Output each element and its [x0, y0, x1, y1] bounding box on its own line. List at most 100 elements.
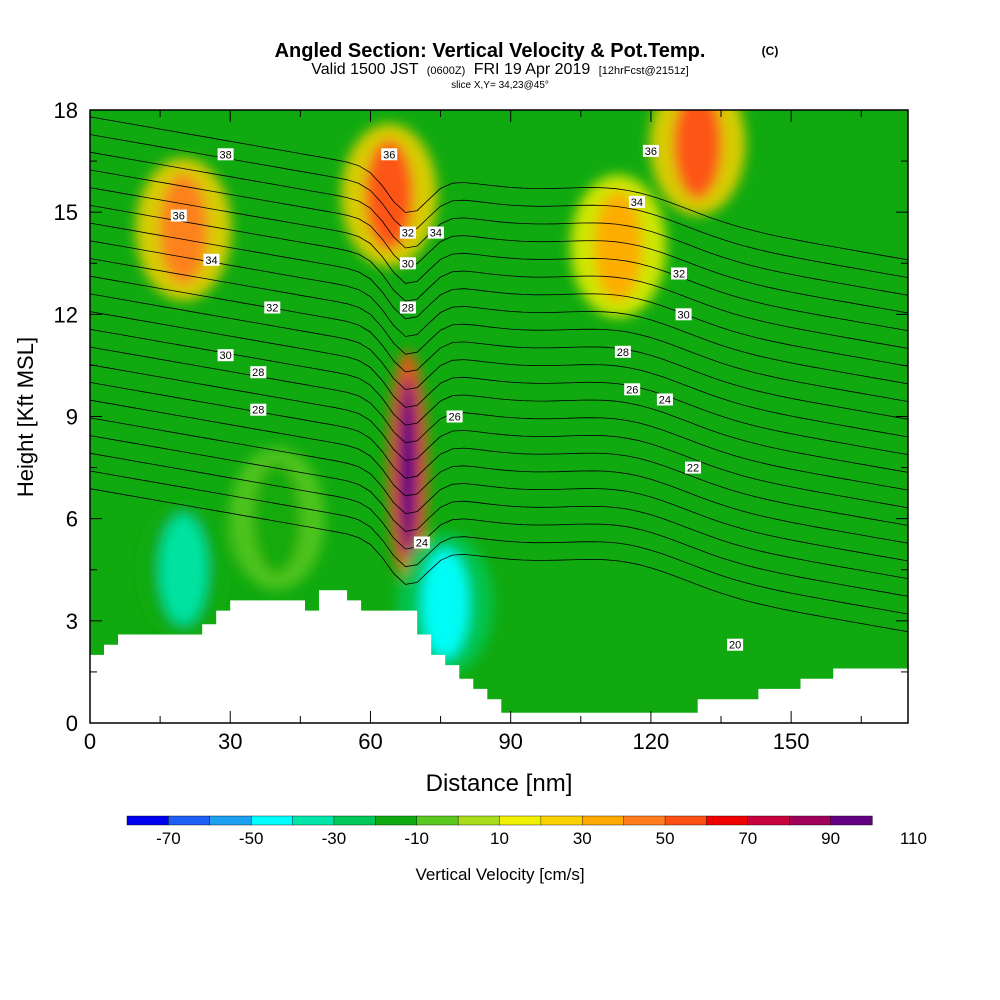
- colorbar-tick-label: 50: [656, 829, 675, 848]
- colorbar-tick-label: -30: [322, 829, 347, 848]
- isentrope-line: [90, 399, 908, 544]
- isentrope-label-text: 22: [687, 463, 699, 475]
- isentrope-label-box: [446, 410, 463, 423]
- colorbar-swatch: [623, 815, 666, 826]
- isentrope-line: [90, 116, 908, 261]
- y-tick-label: 12: [54, 302, 78, 327]
- isentrope-label: 26: [446, 410, 463, 424]
- colorbar-swatch: [333, 815, 376, 826]
- isentrope-label-text: 28: [252, 367, 264, 379]
- colorbar-swatch: [292, 815, 335, 826]
- isentrope-label: 30: [399, 257, 416, 270]
- isentrope-line: [90, 435, 908, 579]
- isentrope-label-box: [727, 638, 744, 651]
- colorbar-swatch: [457, 815, 501, 826]
- isentrope-label-box: [427, 226, 444, 239]
- isentrope-label-text: 30: [402, 258, 414, 270]
- colorbar-label: Vertical Velocity [cm/s]: [415, 865, 584, 884]
- velocity-cell: [421, 548, 470, 659]
- isentrope-line: [90, 240, 908, 385]
- isentrope-label: 20: [727, 638, 744, 652]
- subtitle-forecast: [12hrFcst@2151z]: [599, 65, 689, 77]
- isentrope-label-box: [675, 308, 692, 321]
- y-tick-label: 18: [54, 98, 78, 123]
- isentrope-line: [90, 205, 908, 349]
- isentrope-label-text: 32: [266, 303, 278, 315]
- colorbar-swatch: [789, 815, 832, 826]
- isentrope-label-text: 34: [631, 197, 643, 209]
- isentrope-label: 24: [656, 393, 673, 407]
- plot-area: 38 36 36 36 34 34 32 34 30 32 32 30 28 30 28 28 26 24 28 26…: [90, 110, 908, 723]
- colorbar-tick-label: 10: [490, 829, 509, 848]
- isentrope-label-box: [203, 253, 220, 266]
- colorbar-swatch: [582, 815, 625, 826]
- isentrope-label-box: [413, 536, 430, 549]
- x-tick-label: 30: [218, 729, 242, 754]
- isentrope-line: [90, 382, 908, 526]
- colorbar-swatch: [747, 815, 790, 826]
- isentrope-line: [90, 311, 908, 455]
- colorbar-tick-label: 30: [573, 829, 592, 848]
- colorbar-tick-label: 70: [738, 829, 757, 848]
- colorbar-tick-label: -50: [239, 829, 264, 848]
- isentrope-label-text: 36: [173, 211, 185, 223]
- isentrope-label: 32: [671, 267, 687, 281]
- isentrope-label-text: 26: [626, 384, 638, 396]
- slice-label: slice X,Y= 34,23@45°: [451, 80, 549, 91]
- isentrope-line: [90, 169, 908, 314]
- velocity-cell: [159, 514, 208, 625]
- isentrope-label-text: 34: [430, 228, 442, 240]
- colorbar-swatch: [416, 815, 459, 826]
- isentrope-label-box: [671, 267, 687, 280]
- colorbar-swatch: [499, 815, 542, 826]
- isentrope-label-box: [656, 393, 673, 406]
- isentrope-line: [90, 346, 908, 491]
- isentrope-label: 36: [170, 209, 187, 223]
- subtitle-zulu: (0600Z): [427, 65, 466, 77]
- x-tick-label: 120: [633, 729, 670, 754]
- isentrope-label-box: [217, 148, 234, 161]
- isentrope-label: 32: [264, 301, 281, 315]
- velocity-cell: [673, 110, 722, 200]
- colorbar: [126, 815, 873, 826]
- isentrope-label: 30: [675, 308, 692, 321]
- subtitle-valid: Valid 1500 JST: [311, 61, 419, 78]
- colorbar-tick-label: 90: [821, 829, 840, 848]
- isentrope-label-text: 32: [673, 269, 685, 281]
- isentrope-label: 30: [217, 349, 234, 362]
- isentrope-label-box: [399, 226, 416, 239]
- isentrope-line: [90, 293, 908, 438]
- x-tick-label: 0: [84, 729, 96, 754]
- x-axis: 0 30 60 90 120 150: [84, 110, 862, 754]
- isentrope-label-text: 24: [416, 538, 428, 550]
- isentrope-label-text: 36: [383, 149, 395, 161]
- x-tick-label: 60: [358, 729, 382, 754]
- isentrope-label: 36: [642, 144, 659, 158]
- subtitle-date: FRI 19 Apr 2019: [474, 61, 591, 78]
- isentrope-label: 28: [614, 345, 631, 359]
- isentrope-label: 24: [413, 536, 430, 550]
- colorbar-swatch: [830, 815, 873, 826]
- y-tick-label: 3: [66, 609, 78, 634]
- isentrope-label-box: [642, 144, 659, 157]
- x-tick-label: 150: [773, 729, 810, 754]
- isentrope-label-box: [250, 366, 267, 379]
- isentrope-line: [90, 187, 908, 332]
- velocity-cell: [594, 191, 643, 302]
- isentrope-label-text: 30: [677, 309, 689, 321]
- colorbar-tick-label: -10: [404, 829, 429, 848]
- isentrope-label-box: [217, 349, 234, 362]
- colorbar-tick-label: 110: [900, 829, 927, 848]
- isentrope-label-box: [399, 257, 416, 270]
- isentrope-line: [90, 417, 908, 562]
- chart-title-suffix: (C): [762, 44, 779, 58]
- isentrope-label-text: 28: [402, 303, 414, 315]
- chart-title: Angled Section: Vertical Velocity & Pot.…: [275, 40, 706, 62]
- x-tick-label: 90: [498, 729, 522, 754]
- y-tick-label: 6: [66, 507, 78, 532]
- isentrope-label-text: 30: [219, 350, 231, 362]
- isentrope-line: [90, 258, 908, 402]
- isentrope-label: 36: [381, 148, 398, 161]
- colorbar-swatch: [664, 815, 708, 826]
